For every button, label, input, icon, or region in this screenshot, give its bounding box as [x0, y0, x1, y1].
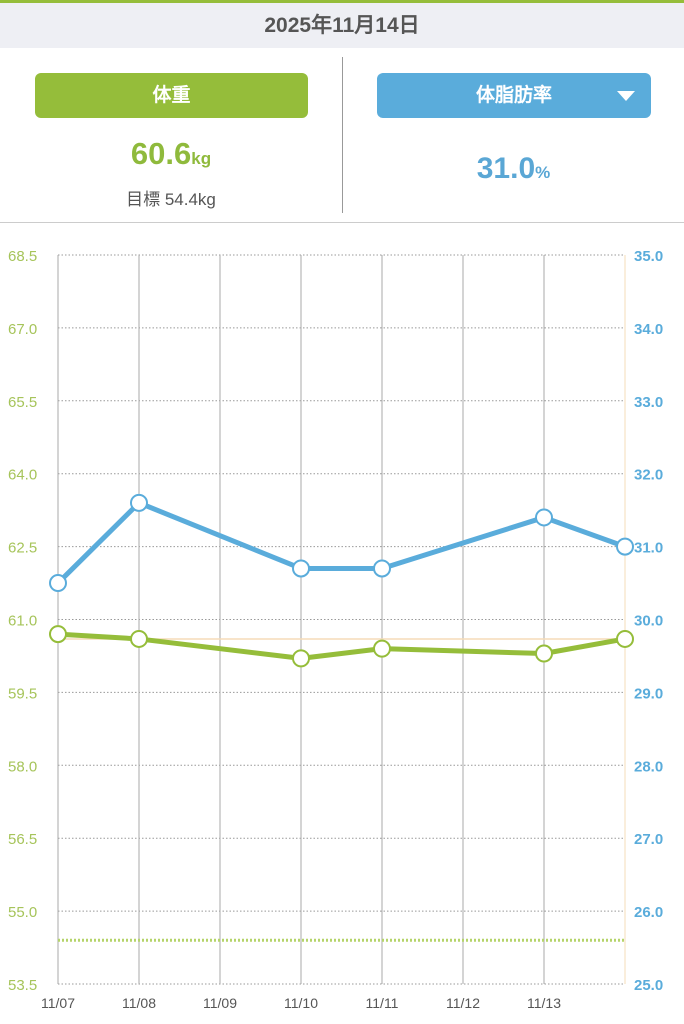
weight-data-point — [616, 629, 634, 648]
fat-data-point — [130, 493, 148, 512]
fat-unit: % — [535, 163, 551, 182]
left-axis-tick: 58.0 — [8, 758, 37, 775]
right-axis-tick: 30.0 — [634, 613, 663, 630]
fat-series-line — [56, 500, 626, 585]
fat-value: 31.0% — [343, 152, 684, 186]
weight-data-point — [373, 639, 391, 658]
weight-value: 60.6kg — [0, 136, 342, 172]
x-axis-tick: 11/07 — [41, 995, 75, 1011]
right-axis-tick: 28.0 — [634, 758, 663, 775]
weight-data-point — [535, 644, 553, 663]
divider — [0, 222, 684, 223]
weight-button[interactable]: 体重 — [35, 73, 308, 118]
right-axis-tick: 34.0 — [634, 321, 663, 338]
left-axis-tick: 64.0 — [8, 467, 37, 484]
weight-data-point — [49, 625, 67, 644]
left-axis-tick: 68.5 — [8, 248, 37, 265]
goal-weight: 目標 54.4kg — [126, 190, 216, 209]
triangle-down-icon — [617, 91, 635, 101]
x-axis-tick: 11/12 — [446, 995, 480, 1011]
x-axis-tick: 11/13 — [527, 995, 561, 1011]
x-axis-tick: 11/09 — [203, 995, 237, 1011]
right-axis-tick: 29.0 — [634, 685, 663, 702]
weight-unit: kg — [191, 149, 212, 168]
left-axis-tick: 55.0 — [8, 904, 37, 921]
x-axis-tick: 11/08 — [122, 995, 156, 1011]
fat-data-point — [373, 559, 391, 578]
left-axis-tick: 67.0 — [8, 321, 37, 338]
left-axis-tick: 56.5 — [8, 831, 37, 848]
fat-panel: 体脂肪率 31.0% — [342, 57, 684, 213]
weight-data-point — [292, 649, 310, 668]
fat-data-point — [616, 537, 634, 556]
weight-series-line — [57, 631, 626, 661]
weight-number: 60.6 — [130, 136, 192, 171]
right-axis-tick: 32.0 — [634, 467, 663, 484]
fat-number: 31.0 — [476, 152, 536, 185]
left-axis-tick: 61.0 — [8, 613, 37, 630]
left-axis-tick: 59.5 — [8, 685, 37, 702]
right-axis-tick: 35.0 — [634, 248, 663, 265]
right-axis-tick: 31.0 — [634, 540, 663, 557]
right-axis-tick: 33.0 — [634, 394, 663, 411]
top-accent-line — [0, 0, 684, 3]
fat-data-point — [292, 559, 310, 578]
left-axis-tick: 65.5 — [8, 394, 37, 411]
x-axis-tick: 11/11 — [366, 995, 399, 1011]
weight-panel: 体重 60.6kg 目標 54.4kg — [0, 48, 342, 222]
left-axis-tick: 62.5 — [8, 540, 37, 557]
right-axis-tick: 25.0 — [634, 977, 663, 994]
date-header: 2025年11月14日 — [0, 3, 684, 48]
right-axis-tick: 27.0 — [634, 831, 663, 848]
body-fat-label: 体脂肪率 — [475, 85, 552, 106]
right-axis-tick: 26.0 — [634, 904, 663, 921]
left-axis-tick: 53.5 — [8, 977, 37, 994]
body-fat-dropdown[interactable]: 体脂肪率 — [377, 73, 651, 118]
weight-data-point — [130, 629, 148, 648]
fat-data-point — [535, 508, 553, 527]
fat-data-point — [49, 574, 67, 593]
x-axis-tick: 11/10 — [284, 995, 318, 1011]
